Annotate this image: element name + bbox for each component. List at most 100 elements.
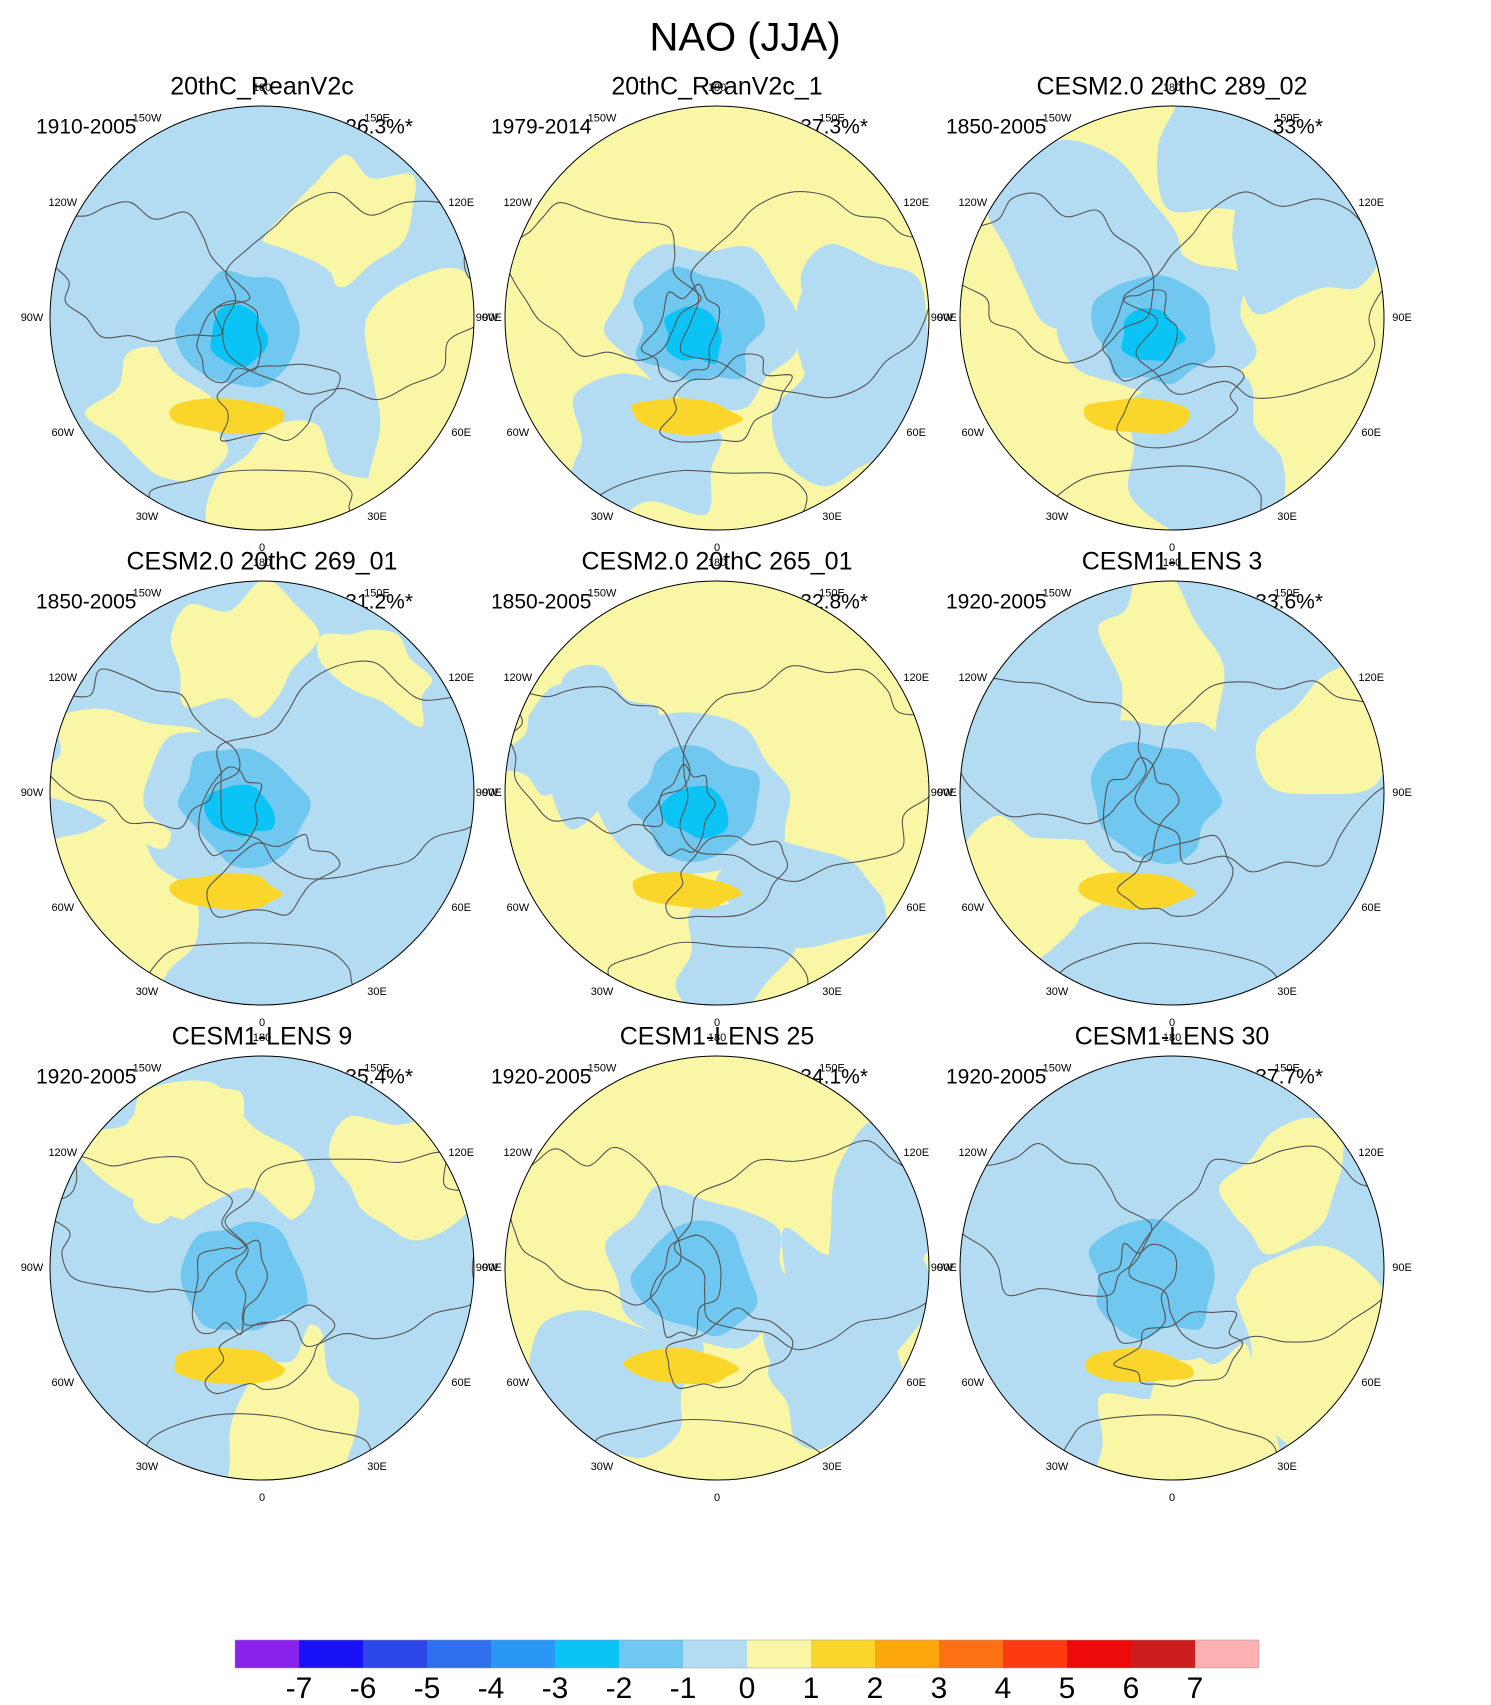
longitude-label: 180 (708, 557, 726, 569)
map-panel: CESM2.0 20thC 289_02 1850-2005 33%* 180 150E… (931, 73, 1412, 554)
coastline (1102, 757, 1180, 863)
panel-title: CESM2.0 20thC 289_02 (1036, 73, 1307, 101)
panel-period: 1850-2005 (36, 591, 136, 614)
colorbar-swatch (427, 1640, 491, 1668)
map-boundary (49, 105, 475, 531)
longitude-label: 60W (506, 427, 529, 439)
colorbar-swatch (299, 1640, 363, 1668)
field-region (1157, 106, 1337, 235)
coastline (650, 1234, 722, 1339)
coastline (1113, 1310, 1244, 1387)
colorbar-label: 4 (995, 1672, 1012, 1705)
longitude-label: 90E (937, 787, 957, 799)
panel-title: CESM2.0 20thC 269_01 (126, 548, 397, 576)
map-boundary (959, 1055, 1385, 1481)
field-region (1084, 1348, 1194, 1383)
longitude-label: 90W (21, 1262, 44, 1274)
coastline (640, 283, 721, 383)
colorbar-swatch (619, 1640, 683, 1668)
field-region (505, 684, 648, 796)
panel-title: CESM1-LENS 3 (1082, 548, 1263, 576)
longitude-label: 150E (364, 1063, 390, 1075)
longitude-label: 60E (906, 902, 926, 914)
coastline (206, 834, 341, 918)
longitude-label: 60W (506, 902, 529, 914)
longitude-label: 150W (133, 588, 162, 600)
panel-title: 20thC_ReanV2c (170, 73, 353, 101)
longitude-label: 150E (819, 588, 845, 600)
colorbar-swatch (235, 1640, 299, 1668)
colorbar-label: -5 (414, 1672, 441, 1705)
longitude-label: 90E (1392, 787, 1412, 799)
longitude-label: 120W (48, 1147, 77, 1159)
longitude-label: 180 (253, 82, 271, 94)
colorbar-label: -4 (478, 1672, 505, 1705)
longitude-label: 60E (1361, 902, 1381, 914)
field-region (1078, 872, 1197, 910)
coastline (509, 686, 691, 834)
polar-map: 180 150E 120E 90E 60E 30E 0 30W 60W 90W 120W 150W (931, 557, 1412, 1029)
panel-period: 1920-2005 (36, 1066, 136, 1089)
colorbar-label: 0 (739, 1672, 756, 1705)
field-region (328, 1116, 474, 1241)
longitude-label: 120E (1358, 1147, 1384, 1159)
longitude-label: 60E (451, 902, 471, 914)
coastline (196, 300, 262, 384)
longitude-label: 30E (1277, 511, 1297, 523)
panel-title: 20thC_ReanV2c_1 (611, 73, 822, 101)
panel-period: 1920-2005 (946, 591, 1046, 614)
field-region (1255, 656, 1384, 795)
longitude-label: 90E (482, 1262, 502, 1274)
longitude-label: 150W (133, 1063, 162, 1075)
longitude-label: 30W (136, 511, 159, 523)
longitude-label: 150E (819, 1063, 845, 1075)
longitude-label: 120E (903, 1147, 929, 1159)
longitude-label: 30E (1277, 986, 1297, 998)
longitude-label: 30W (136, 986, 159, 998)
coastline (1134, 680, 1384, 873)
colorbar-label: -3 (542, 1672, 569, 1705)
longitude-label: 60W (961, 902, 984, 914)
colorbar-label: 7 (1187, 1672, 1204, 1705)
longitude-label: 120W (503, 1147, 532, 1159)
coastline (1102, 289, 1178, 382)
longitude-label: 30W (1046, 986, 1069, 998)
longitude-label: 120E (903, 197, 929, 209)
colorbar-swatch (1003, 1640, 1067, 1668)
polar-map: 180 150E 120E 90E 60E 30E 0 30W 60W 90W 120W 150W (21, 82, 502, 554)
field-region (170, 581, 320, 718)
coastline (216, 660, 474, 880)
longitude-label: 90W (931, 787, 954, 799)
coastline (50, 201, 251, 343)
longitude-label: 60W (506, 1377, 529, 1389)
longitude-label: 0 (1169, 1017, 1175, 1029)
longitude-label: 90W (476, 1262, 499, 1274)
longitude-label: 180 (708, 1032, 726, 1044)
longitude-label: 180 (708, 82, 726, 94)
longitude-label: 150E (364, 588, 390, 600)
field-region (180, 1221, 308, 1331)
longitude-label: 0 (714, 1017, 720, 1029)
panel-variance: 33%* (1273, 116, 1323, 139)
colorbar-label: -6 (350, 1672, 377, 1705)
field-region (1083, 397, 1190, 434)
longitude-label: 60W (51, 902, 74, 914)
longitude-label: 30E (822, 511, 842, 523)
panel-title: CESM1-LENS 9 (172, 1023, 353, 1051)
longitude-label: 150W (1043, 588, 1072, 600)
longitude-label: 120E (1358, 197, 1384, 209)
longitude-label: 180 (1163, 82, 1181, 94)
coastline (191, 1239, 268, 1336)
longitude-label: 90W (476, 787, 499, 799)
colorbar-label: 5 (1059, 1672, 1076, 1705)
field-region (1088, 1218, 1215, 1340)
longitude-label: 30W (1046, 511, 1069, 523)
longitude-label: 90E (482, 312, 502, 324)
colorbar-swatch (811, 1640, 875, 1668)
colorbar-swatch (1131, 1640, 1195, 1668)
